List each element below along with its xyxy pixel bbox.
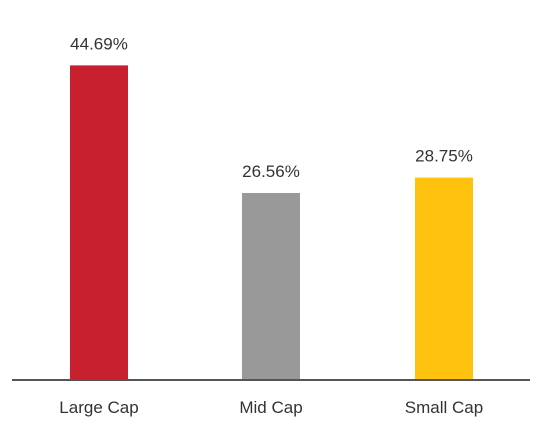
bars-group <box>70 65 473 381</box>
bar-large-cap <box>70 65 128 381</box>
data-labels-group: 44.69% 26.56% 28.75% <box>70 34 473 181</box>
category-label-mid-cap: Mid Cap <box>239 398 302 417</box>
category-labels-group: Large Cap Mid Cap Small Cap <box>59 398 483 417</box>
data-label-mid-cap: 26.56% <box>242 162 300 181</box>
data-label-small-cap: 28.75% <box>415 147 473 166</box>
category-label-large-cap: Large Cap <box>59 398 138 417</box>
category-label-small-cap: Small Cap <box>405 398 483 417</box>
bar-mid-cap <box>242 193 300 380</box>
bar-small-cap <box>415 177 473 380</box>
data-label-large-cap: 44.69% <box>70 34 128 53</box>
